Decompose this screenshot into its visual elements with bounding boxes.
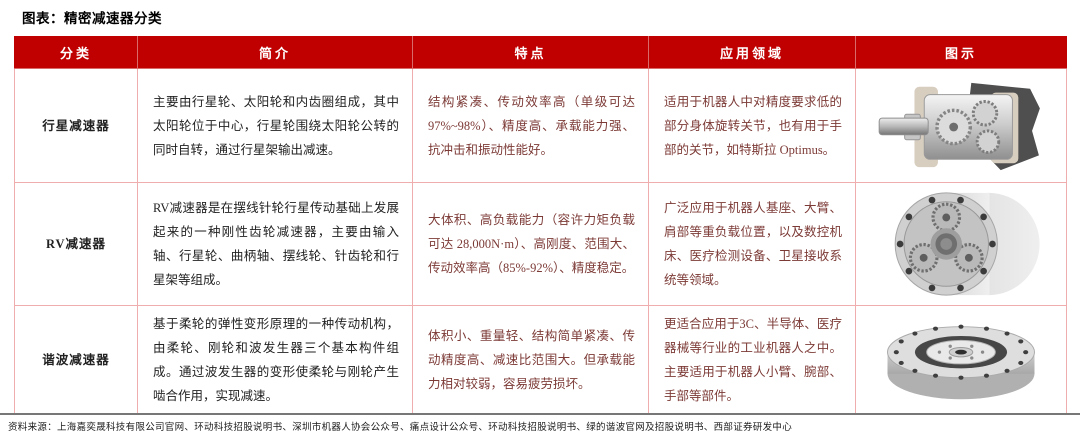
applications-cell: 适用于机器人中对精度要求低的部分身体旋转关节，也有用于手部的关节，如特斯拉 Op… bbox=[648, 68, 856, 183]
applications-cell: 更适合应用于3C、半导体、医疗器械等行业的工业机器人之中。主要适用于机器人小臂、… bbox=[648, 305, 856, 415]
header-applications: 应用领域 bbox=[648, 36, 856, 69]
category-cell: 谐波减速器 bbox=[14, 305, 138, 415]
intro-cell: 主要由行星轮、太阳轮和内齿圈组成，其中太阳轮位于中心，行星轮围绕太阳轮公转的同时… bbox=[137, 68, 413, 183]
table-row-rv: RV减速器 RV减速器是在摆线针轮行星传动基础上发展起来的一种刚性齿轮减速器，主… bbox=[14, 182, 1067, 306]
applications-cell: 广泛应用于机器人基座、大臂、肩部等重负载位置，以及数控机床、医疗检测设备、卫星接… bbox=[648, 182, 856, 306]
harmonic-reducer-image bbox=[887, 324, 1035, 400]
header-image: 图示 bbox=[855, 36, 1067, 69]
image-cell bbox=[855, 305, 1067, 415]
header-features: 特点 bbox=[412, 36, 649, 69]
image-cell bbox=[855, 182, 1067, 306]
image-cell bbox=[855, 68, 1067, 183]
table-header-row: 分类 简介 特点 应用领域 图示 bbox=[14, 36, 1067, 69]
reducer-classification-table: 分类 简介 特点 应用领域 图示 行星减速器 主要由行星轮、太阳轮和内齿圈组成，… bbox=[14, 36, 1067, 415]
table-row-planetary: 行星减速器 主要由行星轮、太阳轮和内齿圈组成，其中太阳轮位于中心，行星轮围绕太阳… bbox=[14, 68, 1067, 183]
intro-cell: 基于柔轮的弹性变形原理的一种传动机构，由柔轮、刚轮和波发生器三个基本构件组成。通… bbox=[137, 305, 413, 415]
footer-divider bbox=[0, 413, 1080, 415]
source-note: 资料来源：上海嘉奕晟科技有限公司官网、环动科技招股说明书、深圳市机器人协会公众号… bbox=[8, 423, 793, 433]
figure-title: 图表：精密减速器分类 bbox=[22, 11, 162, 26]
features-cell: 体积小、重量轻、结构简单紧凑、传动精度高、减速比范围大。但承载能力相对较弱，容易… bbox=[412, 305, 649, 415]
table-row-harmonic: 谐波减速器 基于柔轮的弹性变形原理的一种传动机构，由柔轮、刚轮和波发生器三个基本… bbox=[14, 305, 1067, 415]
features-cell: 结构紧凑、传动效率高（单级可达 97%~98%）、精度高、承载能力强、抗冲击和振… bbox=[412, 68, 649, 183]
planetary-reducer-image bbox=[878, 82, 1040, 170]
category-cell: RV减速器 bbox=[14, 182, 138, 306]
header-category: 分类 bbox=[14, 36, 138, 69]
category-cell: 行星减速器 bbox=[14, 68, 138, 183]
header-intro: 简介 bbox=[137, 36, 413, 69]
features-cell: 大体积、高负载能力（容许力矩负载可达 28,000N·m）、高刚度、范围大、传动… bbox=[412, 182, 649, 306]
intro-cell: RV减速器是在摆线针轮行星传动基础上发展起来的一种刚性齿轮减速器，主要由输入轴、… bbox=[137, 182, 413, 306]
rv-reducer-image bbox=[894, 191, 1040, 296]
